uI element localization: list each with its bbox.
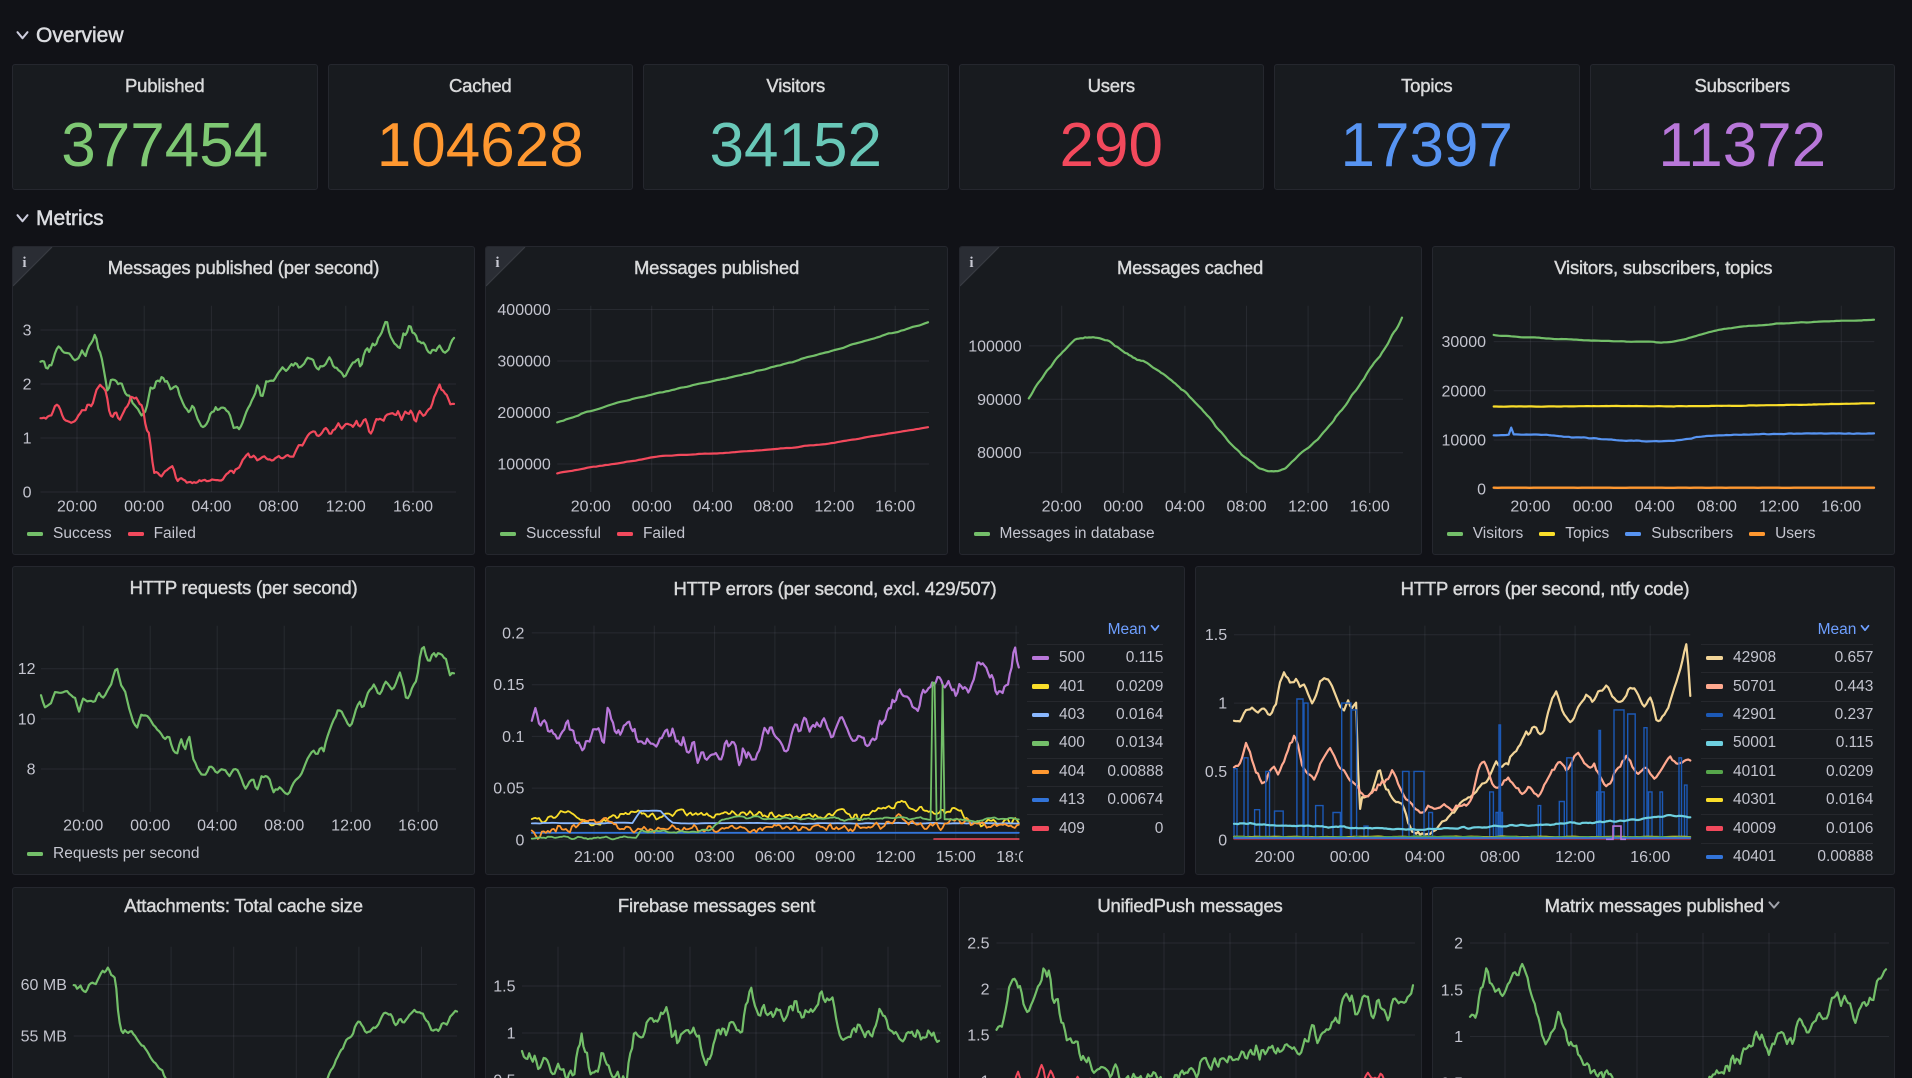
svg-text:10000: 10000: [1441, 433, 1486, 450]
svg-text:3: 3: [23, 323, 32, 340]
svg-text:08:00: 08:00: [1226, 499, 1266, 516]
svg-text:16:00: 16:00: [398, 817, 438, 834]
svg-text:12:00: 12:00: [1555, 849, 1595, 866]
svg-text:08:00: 08:00: [753, 499, 793, 516]
svg-text:60 MB: 60 MB: [21, 977, 67, 994]
svg-text:20:00: 20:00: [1510, 499, 1550, 516]
svg-text:i: i: [22, 255, 26, 271]
svg-text:100000: 100000: [968, 338, 1021, 355]
svg-text:12:00: 12:00: [875, 849, 915, 866]
svg-text:21:00: 21:00: [574, 849, 614, 866]
svg-text:00:00: 00:00: [1572, 499, 1612, 516]
svg-text:1: 1: [23, 431, 32, 448]
svg-text:04:00: 04:00: [1635, 499, 1675, 516]
svg-text:2: 2: [1454, 936, 1463, 953]
svg-text:0: 0: [23, 485, 32, 502]
svg-text:0: 0: [1477, 482, 1486, 499]
svg-text:00:00: 00:00: [130, 817, 170, 834]
svg-text:10: 10: [18, 711, 36, 728]
svg-text:0.15: 0.15: [493, 677, 524, 694]
svg-text:12:00: 12:00: [1759, 499, 1799, 516]
svg-text:2: 2: [980, 982, 989, 999]
svg-text:03:00: 03:00: [695, 849, 735, 866]
svg-text:0.5: 0.5: [493, 1073, 515, 1078]
svg-text:2.5: 2.5: [967, 936, 989, 953]
svg-text:20:00: 20:00: [57, 499, 97, 516]
svg-text:300000: 300000: [497, 354, 550, 371]
svg-text:0: 0: [515, 832, 524, 849]
svg-text:12:00: 12:00: [326, 499, 366, 516]
svg-text:04:00: 04:00: [1405, 849, 1445, 866]
svg-text:04:00: 04:00: [191, 499, 231, 516]
svg-text:0.05: 0.05: [493, 781, 524, 798]
svg-text:00:00: 00:00: [1330, 849, 1370, 866]
svg-text:1.5: 1.5: [1441, 983, 1463, 1000]
svg-text:20000: 20000: [1441, 383, 1486, 400]
svg-text:20:00: 20:00: [1041, 499, 1081, 516]
svg-text:1: 1: [507, 1026, 516, 1043]
svg-text:200000: 200000: [497, 405, 550, 422]
svg-text:00:00: 00:00: [1103, 499, 1143, 516]
svg-text:08:00: 08:00: [1697, 499, 1737, 516]
svg-text:12:00: 12:00: [1288, 499, 1328, 516]
svg-text:20:00: 20:00: [1255, 849, 1295, 866]
svg-text:0: 0: [1218, 832, 1227, 849]
svg-text:04:00: 04:00: [197, 817, 237, 834]
svg-text:18:00: 18:00: [996, 849, 1036, 866]
svg-text:20:00: 20:00: [63, 817, 103, 834]
svg-text:1: 1: [980, 1074, 989, 1078]
svg-text:i: i: [495, 255, 499, 271]
svg-text:1: 1: [1454, 1029, 1463, 1046]
svg-text:20:00: 20:00: [571, 499, 611, 516]
svg-text:16:00: 16:00: [1349, 499, 1389, 516]
svg-text:16:00: 16:00: [1821, 499, 1861, 516]
svg-text:400000: 400000: [497, 302, 550, 319]
svg-text:00:00: 00:00: [634, 849, 674, 866]
svg-text:0.2: 0.2: [502, 625, 524, 642]
svg-text:30000: 30000: [1441, 334, 1486, 351]
svg-text:12:00: 12:00: [331, 817, 371, 834]
svg-text:90000: 90000: [977, 392, 1022, 409]
svg-text:09:00: 09:00: [815, 849, 855, 866]
svg-text:100000: 100000: [497, 457, 550, 474]
svg-text:08:00: 08:00: [259, 499, 299, 516]
svg-text:06:00: 06:00: [755, 849, 795, 866]
svg-text:1.5: 1.5: [1205, 627, 1227, 644]
svg-text:55 MB: 55 MB: [21, 1029, 67, 1046]
svg-text:08:00: 08:00: [1480, 849, 1520, 866]
svg-text:0.1: 0.1: [502, 729, 524, 746]
svg-text:i: i: [969, 255, 973, 271]
svg-text:15:00: 15:00: [936, 849, 976, 866]
svg-text:1.5: 1.5: [493, 979, 515, 996]
svg-text:0.5: 0.5: [1205, 764, 1227, 781]
svg-text:12: 12: [18, 661, 36, 678]
svg-text:1.5: 1.5: [967, 1028, 989, 1045]
svg-text:00:00: 00:00: [124, 499, 164, 516]
svg-text:16:00: 16:00: [393, 499, 433, 516]
svg-text:80000: 80000: [977, 445, 1022, 462]
svg-text:2: 2: [23, 377, 32, 394]
svg-text:04:00: 04:00: [693, 499, 733, 516]
svg-text:1: 1: [1218, 696, 1227, 713]
svg-text:16:00: 16:00: [875, 499, 915, 516]
svg-text:16:00: 16:00: [1630, 849, 1670, 866]
svg-text:12:00: 12:00: [814, 499, 854, 516]
svg-text:00:00: 00:00: [632, 499, 672, 516]
svg-text:08:00: 08:00: [264, 817, 304, 834]
svg-text:04:00: 04:00: [1164, 499, 1204, 516]
svg-text:8: 8: [27, 762, 36, 779]
svg-text:0.5: 0.5: [1441, 1076, 1463, 1078]
